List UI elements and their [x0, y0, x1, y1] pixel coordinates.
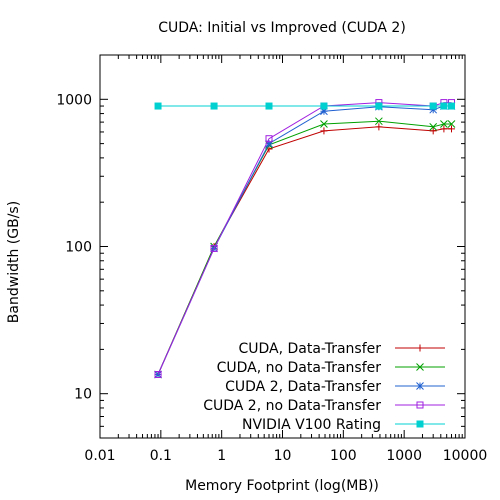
- legend-label: CUDA 2, Data-Transfer: [225, 379, 381, 395]
- series-layer: [154, 99, 456, 379]
- data-point: [440, 102, 448, 110]
- y-tick-label: 1000: [56, 92, 92, 108]
- data-point: [429, 105, 438, 114]
- data-point: [210, 102, 218, 110]
- data-point: [265, 139, 273, 148]
- y-tick-label: 100: [65, 240, 92, 256]
- legend-item: NVIDIA V100 Rating: [242, 417, 445, 433]
- data-point: [429, 127, 437, 135]
- data-point: [154, 371, 162, 379]
- data-point: [320, 127, 328, 135]
- x-tick-label: 0.01: [84, 448, 115, 464]
- data-point: [265, 102, 273, 110]
- data-point: [440, 120, 448, 128]
- series-3: [154, 102, 456, 379]
- data-point: [320, 120, 328, 128]
- x-tick-label: 1000: [386, 448, 422, 464]
- data-point: [429, 102, 437, 110]
- data-point: [320, 102, 328, 110]
- y-tick-label: 10: [74, 387, 92, 403]
- data-point: [440, 125, 448, 133]
- chart-title: CUDA: Initial vs Improved (CUDA 2): [158, 20, 406, 36]
- x-tick-label: 0.1: [150, 448, 172, 464]
- legend-label: CUDA 2, no Data-Transfer: [203, 398, 381, 414]
- legend: CUDA, Data-Transfer CUDA, no Data-Transfe…: [203, 341, 445, 433]
- legend-label: CUDA, no Data-Transfer: [217, 360, 382, 376]
- data-point: [448, 102, 456, 110]
- x-tick-label: 100: [330, 448, 357, 464]
- legend-item: CUDA, no Data-Transfer: [217, 360, 445, 376]
- legend-item: CUDA 2, no Data-Transfer: [203, 398, 445, 414]
- legend-label: NVIDIA V100 Rating: [242, 417, 381, 433]
- y-axis-title: Bandwidth (GB/s): [6, 201, 22, 323]
- data-point: [210, 244, 218, 252]
- series-line: [157, 126, 452, 375]
- data-point: [154, 102, 162, 110]
- series-line: [157, 120, 452, 375]
- data-point: [429, 122, 438, 131]
- data-point: [265, 135, 273, 143]
- series-4: [154, 99, 456, 379]
- series-line: [157, 105, 452, 375]
- series-5: [154, 102, 456, 110]
- legend-label: CUDA, Data-Transfer: [238, 341, 381, 357]
- x-axis-title: Memory Footprint (log(MB)): [185, 478, 379, 494]
- data-point: [447, 120, 456, 128]
- data-point: [375, 102, 383, 110]
- legend-swatch-marker: [416, 420, 424, 428]
- x-axis: 0.01 0.1 1 10 100 1000 10000: [84, 55, 487, 464]
- series-2: [154, 117, 456, 379]
- x-tick-label: 1: [217, 448, 226, 464]
- legend-item: CUDA, Data-Transfer: [238, 341, 445, 357]
- series-1: [154, 123, 456, 379]
- data-point: [448, 125, 456, 133]
- data-point: [375, 117, 383, 126]
- legend-swatch-marker: [416, 344, 424, 352]
- legend-swatch-marker: [416, 363, 424, 371]
- data-point: [320, 107, 328, 116]
- legend-swatch-marker: [416, 401, 424, 409]
- legend-item: CUDA 2, Data-Transfer: [225, 379, 445, 395]
- y-axis: 10 100 1000: [56, 92, 465, 427]
- x-tick-label: 10000: [443, 448, 488, 464]
- legend-swatch-marker: [416, 382, 424, 390]
- x-tick-label: 10: [274, 448, 292, 464]
- series-line: [157, 102, 452, 375]
- data-point: [375, 123, 383, 131]
